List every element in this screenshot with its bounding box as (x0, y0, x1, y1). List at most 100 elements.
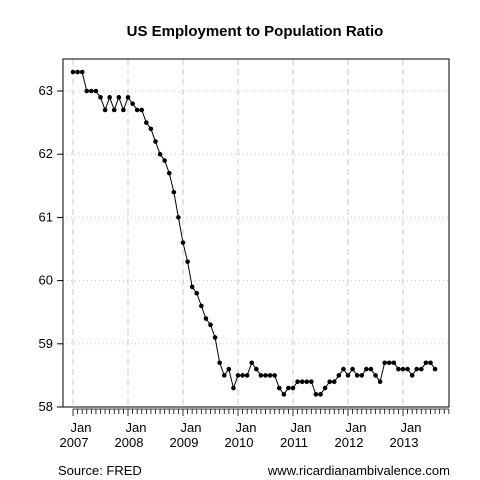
data-point (217, 360, 222, 365)
data-point (144, 120, 149, 125)
x-tick-year-label: 2012 (335, 435, 364, 450)
x-tick-year-label: 2010 (225, 435, 254, 450)
data-point (392, 360, 397, 365)
data-point (405, 367, 410, 372)
data-point (314, 392, 319, 397)
data-point (272, 373, 277, 378)
data-point (249, 360, 254, 365)
data-point (359, 373, 364, 378)
data-point (286, 386, 291, 391)
data-point (414, 367, 419, 372)
data-point (208, 323, 213, 328)
data-point (181, 240, 186, 245)
data-point (277, 386, 282, 391)
data-point (378, 379, 383, 384)
data-point (172, 190, 177, 195)
data-point (117, 95, 122, 100)
x-tick-month-label: Jan (236, 420, 257, 435)
data-point (373, 373, 378, 378)
x-tick-month-label: Jan (181, 420, 202, 435)
data-point (107, 95, 112, 100)
x-tick-month-label: Jan (71, 420, 92, 435)
chart-title: US Employment to Population Ratio (127, 23, 384, 40)
data-point (98, 95, 103, 100)
data-point (153, 139, 158, 144)
grid (63, 59, 449, 407)
data-point (194, 291, 199, 296)
data-point (135, 108, 140, 113)
data-point (75, 70, 80, 75)
x-tick-year-label: 2008 (115, 435, 144, 450)
data-point (176, 215, 181, 220)
x-tick-year-label: 2013 (390, 435, 419, 450)
data-point (84, 89, 89, 94)
y-axis: 58 59 60 61 62 63 (39, 83, 63, 414)
data-point (263, 373, 268, 378)
x-tick-month-label: Jan (291, 420, 312, 435)
data-point (350, 367, 355, 372)
data-point (327, 379, 332, 384)
data-point (158, 152, 163, 157)
site-url-note: www.ricardianambivalence.com (268, 463, 450, 478)
data-point (396, 367, 401, 372)
data-point (323, 386, 328, 391)
data-point (428, 360, 433, 365)
data-point (121, 108, 126, 113)
y-tick-label: 61 (39, 209, 53, 224)
data-point (89, 89, 94, 94)
x-tick-month-label: Jan (126, 420, 147, 435)
data-point (364, 367, 369, 372)
x-tick-year-label: 2007 (60, 435, 89, 450)
data-point (94, 89, 99, 94)
data-point (268, 373, 273, 378)
y-tick-label: 62 (39, 146, 53, 161)
data-point (282, 392, 287, 397)
data-point (80, 70, 85, 75)
data-point (410, 373, 415, 378)
data-point (387, 360, 392, 365)
data-point (167, 171, 172, 176)
data-point (236, 373, 241, 378)
data-point (259, 373, 264, 378)
y-tick-label: 58 (39, 399, 53, 414)
data-point (355, 373, 360, 378)
data-point (341, 367, 346, 372)
x-tick-month-label: Jan (401, 420, 422, 435)
y-tick-label: 59 (39, 336, 53, 351)
x-axis: Jan2007Jan2008Jan2009Jan2010Jan2011Jan20… (60, 409, 449, 450)
data-point (254, 367, 259, 372)
data-point (199, 304, 204, 309)
x-tick-year-label: 2009 (170, 435, 199, 450)
data-point (190, 285, 195, 290)
data-point (112, 108, 117, 113)
data-point (332, 379, 337, 384)
data-point (382, 360, 387, 365)
plot-frame (63, 59, 449, 407)
data-point (309, 379, 314, 384)
x-tick-month-label: Jan (346, 420, 367, 435)
data-point (126, 95, 131, 100)
data-point (433, 367, 438, 372)
data-point (204, 316, 209, 321)
data-point (245, 373, 250, 378)
data-point (419, 367, 424, 372)
data-point (318, 392, 323, 397)
data-point (295, 379, 300, 384)
series-path (73, 72, 435, 394)
data-point (291, 386, 296, 391)
source-note: Source: FRED (58, 463, 142, 478)
data-point (103, 108, 108, 113)
y-tick-label: 60 (39, 273, 53, 288)
data-point (346, 373, 351, 378)
data-point (240, 373, 245, 378)
data-point (185, 259, 190, 264)
y-tick-label: 63 (39, 83, 53, 98)
data-point (227, 367, 232, 372)
data-point (222, 373, 227, 378)
data-point (401, 367, 406, 372)
data-point (304, 379, 309, 384)
data-point (337, 373, 342, 378)
data-point (213, 335, 218, 340)
data-point (300, 379, 305, 384)
